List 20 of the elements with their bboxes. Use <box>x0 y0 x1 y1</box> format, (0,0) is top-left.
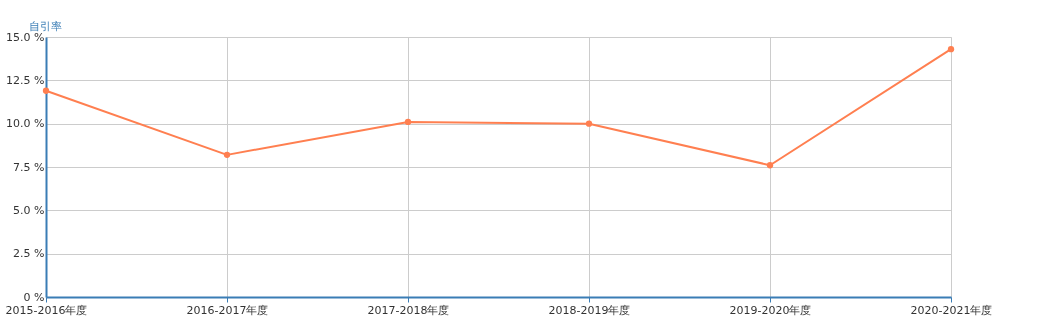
y-axis-title: 自引率 <box>28 19 62 33</box>
point <box>585 120 593 127</box>
y-tick-label: 7.5 % <box>13 160 45 174</box>
x-tick-label: 2020-2021年度 <box>910 303 993 317</box>
y-tick-label: 0 % <box>23 290 45 304</box>
y-tick-label: 10.0 % <box>6 117 45 131</box>
y-tick-label: 12.5 % <box>6 73 45 87</box>
x-tick-label: 2019-2020年度 <box>729 303 812 317</box>
x-tick-label: 2015-2016年度 <box>5 303 88 317</box>
y-tick-label: 15.0 % <box>6 30 45 44</box>
x-tick-label: 2018-2019年度 <box>548 303 631 317</box>
point <box>223 151 231 159</box>
point <box>766 162 774 169</box>
x-tick-label: 2016-2017年度 <box>186 303 269 317</box>
x-tick-label: 2017-2018年度 <box>367 303 450 317</box>
point <box>404 118 412 126</box>
y-tick-label: 2.5 % <box>13 247 45 261</box>
point <box>947 45 955 53</box>
point <box>42 87 50 94</box>
y-tick-label: 5.0 % <box>13 203 45 217</box>
